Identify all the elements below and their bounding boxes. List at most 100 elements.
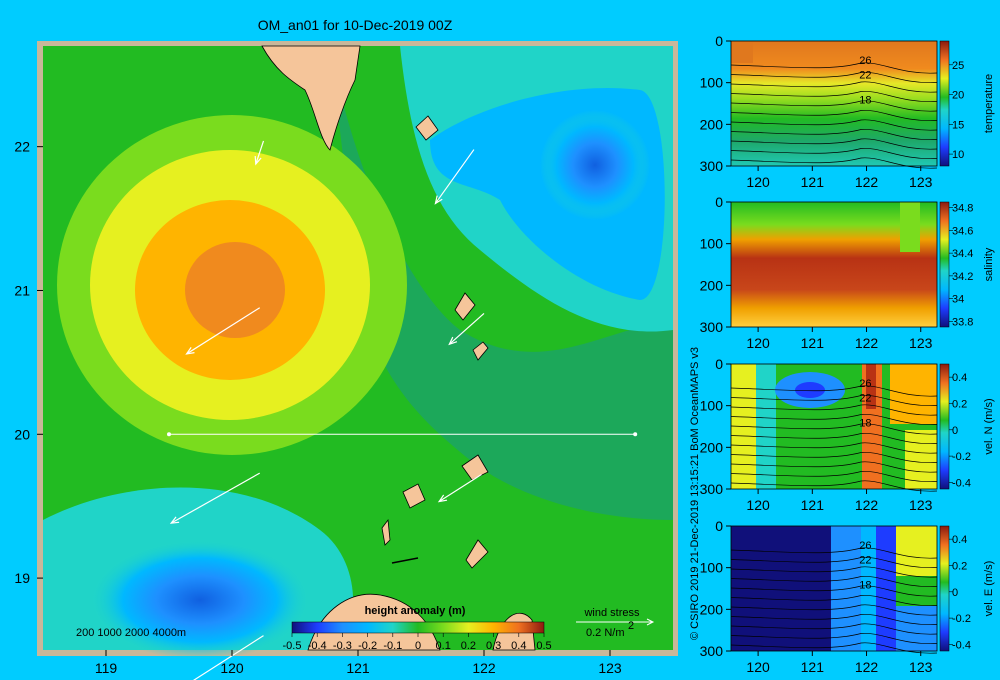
isotherm-contour xyxy=(730,72,938,83)
x-tick-label: 120 xyxy=(746,497,770,513)
isotherm-contour xyxy=(730,442,938,454)
contour-label: 22 xyxy=(859,554,871,566)
isotherm-contour xyxy=(730,129,938,140)
cold-eddy-sw xyxy=(90,540,310,660)
y-tick-label: 20 xyxy=(14,426,30,442)
contour-label: 22 xyxy=(859,69,871,81)
isotherm-contour xyxy=(730,62,938,74)
wind-vector-shaft xyxy=(438,474,482,503)
taiwan-land xyxy=(261,45,361,151)
colorbar-tick-label: 34 xyxy=(952,294,964,306)
isotherm-contour xyxy=(730,566,938,578)
isotherm-contour xyxy=(730,614,938,625)
colorbar-tick-label: -0.2 xyxy=(952,451,971,463)
x-tick-label: 121 xyxy=(346,660,370,676)
x-tick-label: 123 xyxy=(909,659,933,675)
y-tick-label: 300 xyxy=(700,643,724,659)
colorbar-tick-label: 0 xyxy=(415,640,421,652)
contour-label: 26 xyxy=(859,55,871,67)
colorbar-ticks: -0.5 -0.4 -0.3 -0.2 -0.1 0 0.1 0.2 0.3 0.4 0.5 xyxy=(283,633,552,652)
colorbar-tick-label: 0.4 xyxy=(952,534,967,546)
isotherm-contour xyxy=(730,433,938,444)
wind-vector-head xyxy=(169,516,180,524)
x-tick-label: 123 xyxy=(909,174,933,190)
colorbar-tick-label: 0.2 xyxy=(952,560,967,572)
x-tick-label: 120 xyxy=(220,660,244,676)
vel-n-colorbar xyxy=(939,363,950,490)
x-tick-label: 121 xyxy=(801,497,825,513)
colorbar-tick-label: 0.2 xyxy=(952,398,967,410)
isotherm-contour xyxy=(730,404,938,416)
colorbar-tick-label: -0.2 xyxy=(358,640,377,652)
y-tick-label: 300 xyxy=(700,158,724,174)
wind-stress-legend: wind stress 0.2 N/m 2 xyxy=(576,607,655,639)
x-tick-label: 122 xyxy=(855,497,879,513)
isotherm-contour xyxy=(730,148,938,159)
isotherm-contour xyxy=(730,157,938,169)
y-tick-label: 0 xyxy=(715,33,723,49)
colorbar-tick-label: 25 xyxy=(952,60,964,72)
colorbar-tick-label: 33.8 xyxy=(952,316,973,328)
isotherm-contour xyxy=(730,604,938,616)
wind-vector xyxy=(169,472,261,524)
colorbar-tick-label: 34.4 xyxy=(952,248,973,260)
wind-vector xyxy=(193,635,264,680)
wind-legend-title: wind stress xyxy=(583,607,640,619)
vel-n-contours: 26 22 18 xyxy=(730,378,938,492)
wind-vector xyxy=(448,313,485,346)
isotherm-contour xyxy=(730,452,938,463)
contour-label: 26 xyxy=(859,378,871,390)
x-tick-label: 120 xyxy=(746,174,770,190)
isotherm-contour xyxy=(730,623,938,635)
contour-label: 22 xyxy=(859,392,871,404)
isotherm-contour xyxy=(730,642,938,654)
contour-label: 26 xyxy=(859,540,871,552)
y-tick-label: 300 xyxy=(700,319,724,335)
colorbar-swatch xyxy=(291,621,545,634)
colorbar-tick-label: -0.5 xyxy=(283,640,302,652)
colorbar-tick-label: -0.4 xyxy=(952,639,971,651)
contour-label: 18 xyxy=(859,417,871,429)
vel-e-contours: 26 22 18 xyxy=(730,540,938,654)
y-tick-label: 0 xyxy=(715,356,723,372)
colorbar-tick-label: -0.1 xyxy=(383,640,402,652)
isotherm-contour xyxy=(730,395,938,406)
y-tick-label: 100 xyxy=(700,560,724,576)
wind-vector xyxy=(434,149,475,205)
colorbar-tick-label: -0.2 xyxy=(952,613,971,625)
isotherm-contour xyxy=(730,414,938,425)
y-tick-label: 200 xyxy=(700,277,724,293)
y-tick-label: 200 xyxy=(700,439,724,455)
section-start-marker xyxy=(167,432,171,437)
vel-e-colorbar xyxy=(939,525,950,652)
isotherm-contour xyxy=(730,119,938,131)
cold-eddy-ne xyxy=(540,110,650,220)
y-tick-label: 0 xyxy=(715,194,723,210)
colorbar-label: temperature xyxy=(983,74,995,133)
wind-vector xyxy=(254,140,265,166)
colorbar-tick-label: 0.2 xyxy=(461,640,476,652)
colorbar-tick-label: 10 xyxy=(952,149,964,161)
colorbar-tick-label: 15 xyxy=(952,119,964,131)
salinity-colorbar xyxy=(939,201,950,328)
isotherm-contour xyxy=(730,471,938,482)
isotherm-contour xyxy=(730,423,938,435)
map-y-ticks: 19 20 21 22 xyxy=(14,139,43,586)
wind-vector-head xyxy=(437,494,448,503)
wind-vector-shaft xyxy=(193,635,264,680)
y-tick-label: 21 xyxy=(14,282,30,298)
isotherm-contour xyxy=(730,480,938,492)
x-tick-label: 121 xyxy=(801,659,825,675)
y-tick-label: 19 xyxy=(14,570,30,586)
islands xyxy=(381,115,489,569)
wind-vector xyxy=(185,307,261,355)
wind-vector-shaft xyxy=(186,307,261,355)
section-end-marker xyxy=(633,432,638,437)
x-tick-label: 122 xyxy=(855,659,879,675)
contour-label: 18 xyxy=(859,94,871,106)
x-tick-label: 120 xyxy=(746,659,770,675)
wind-vector-shaft xyxy=(434,149,475,204)
isotherm-contour xyxy=(730,385,938,397)
isotherm-contour xyxy=(730,100,938,112)
y-tick-label: 200 xyxy=(700,116,724,132)
